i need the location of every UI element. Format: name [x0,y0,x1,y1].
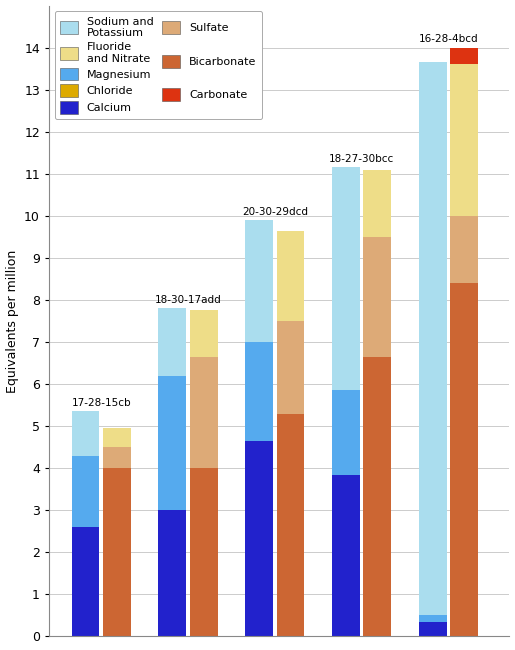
Bar [245,441,273,636]
Bar [72,527,99,636]
Bar [159,376,186,510]
Bar [190,311,217,357]
Bar [364,357,391,636]
Bar [451,64,478,216]
Y-axis label: Equivalents per million: Equivalents per million [6,250,19,393]
Bar [419,62,447,616]
Bar [72,411,99,456]
Bar [190,468,217,636]
Bar [451,216,478,283]
Text: 18-30-17add: 18-30-17add [154,295,221,305]
Bar [332,168,360,391]
Bar [277,321,304,413]
Bar [364,170,391,237]
Bar [451,47,478,64]
Legend: Sodium and
Potassium, Fluoride
and Nitrate, Magnesium, Chloride, Calcium, Sulfat: Sodium and Potassium, Fluoride and Nitra… [55,11,262,120]
Bar [159,510,186,636]
Text: 18-27-30bcc: 18-27-30bcc [329,154,394,164]
Bar [245,220,273,342]
Bar [103,468,131,636]
Bar [332,474,360,636]
Bar [159,308,186,376]
Bar [332,391,360,474]
Bar [419,621,447,636]
Bar [364,237,391,357]
Bar [451,283,478,636]
Text: 20-30-29dcd: 20-30-29dcd [242,207,308,216]
Bar [277,413,304,636]
Bar [419,616,447,621]
Bar [103,428,131,447]
Text: 16-28-4bcd: 16-28-4bcd [419,34,478,44]
Bar [72,456,99,527]
Bar [103,447,131,468]
Bar [277,231,304,321]
Bar [245,342,273,441]
Text: 17-28-15cb: 17-28-15cb [71,398,131,408]
Bar [190,357,217,468]
